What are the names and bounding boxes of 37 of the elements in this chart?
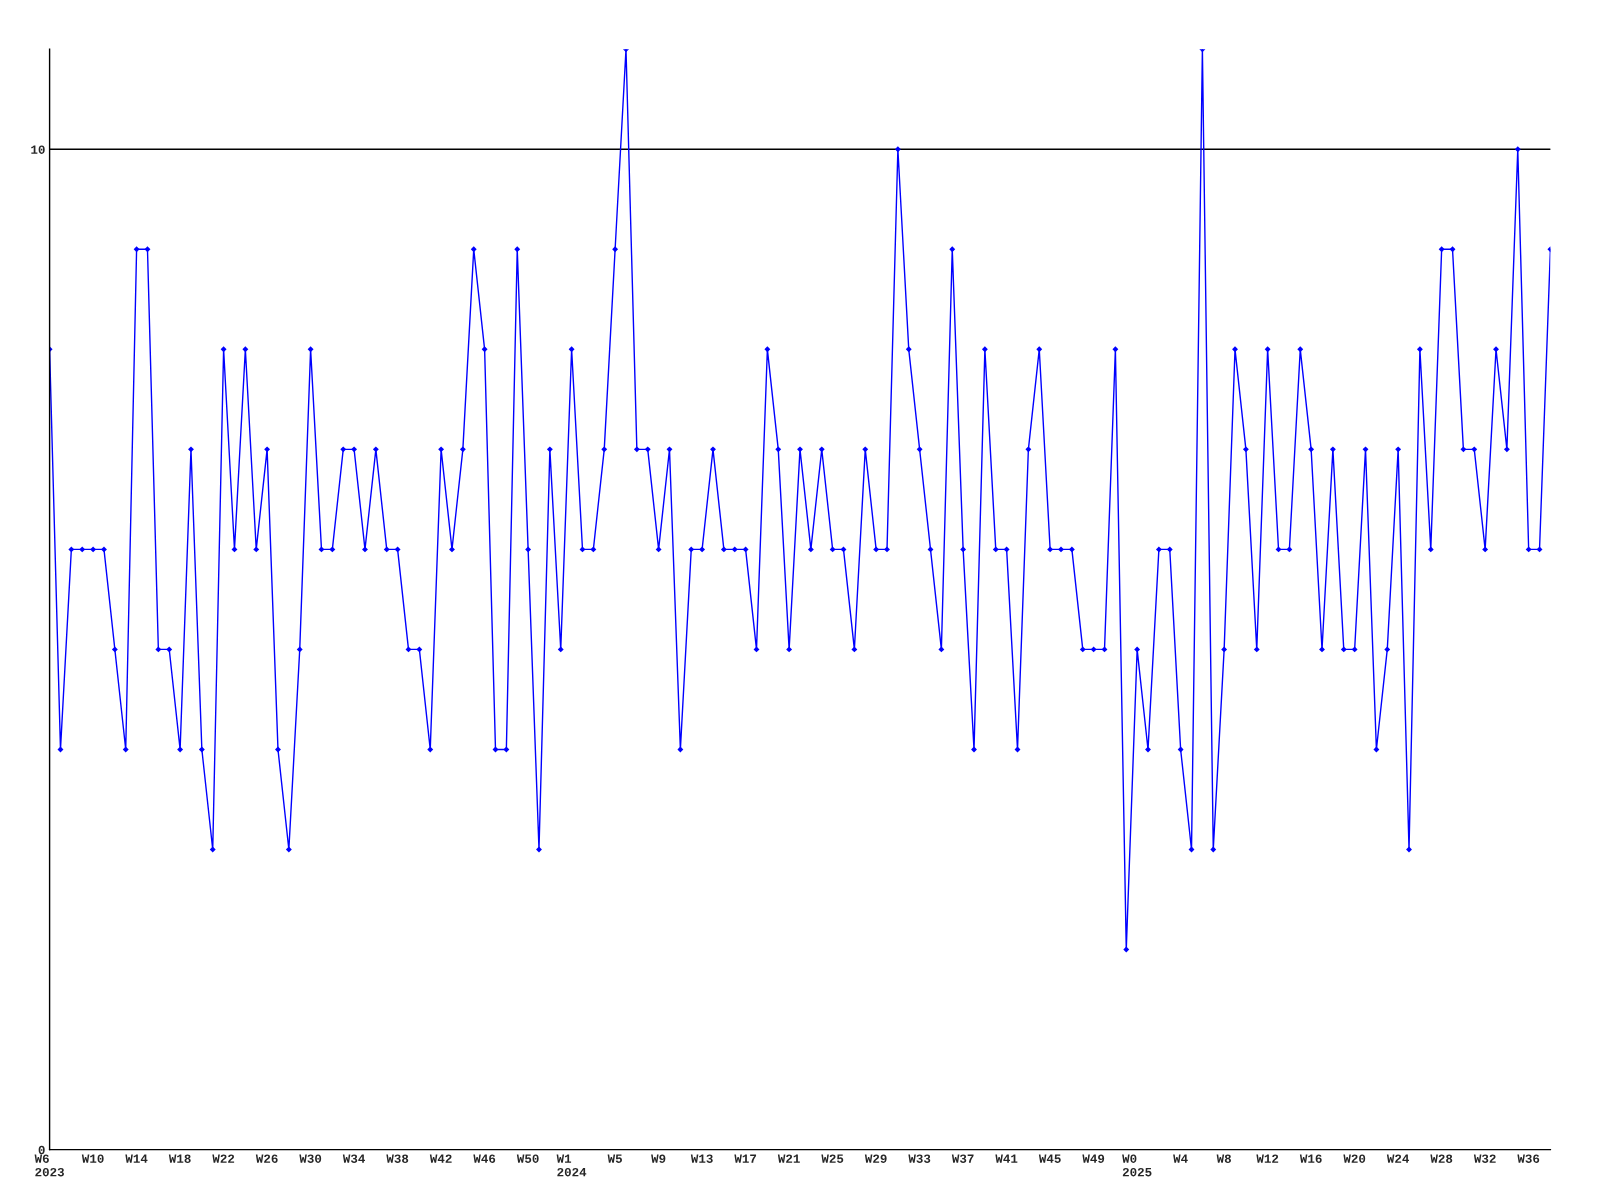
x-tick-label: W22 — [212, 1154, 235, 1163]
x-tick-label: W0 2025 — [1122, 1154, 1152, 1177]
x-tick-label: W38 — [386, 1154, 409, 1163]
x-tick-label: W5 — [607, 1154, 622, 1163]
x-tick-label: W25 — [821, 1154, 844, 1163]
x-tick-label: W42 — [429, 1154, 452, 1163]
x-tick-label: W14 — [125, 1154, 148, 1163]
x-tick-label: W10 — [81, 1154, 104, 1163]
x-tick-label: W41 — [995, 1154, 1018, 1163]
x-tick-label: W21 — [777, 1154, 800, 1163]
x-tick-label: W12 — [1256, 1154, 1279, 1163]
x-tick-label: W33 — [908, 1154, 931, 1163]
x-tick-label: W8 — [1216, 1154, 1231, 1163]
x-tick-label: W17 — [734, 1154, 757, 1163]
x-tick-label: W13 — [690, 1154, 713, 1163]
x-tick-label: W9 — [651, 1154, 666, 1163]
y-tick-label: 10 — [31, 145, 45, 154]
x-tick-label: W36 — [1517, 1154, 1540, 1163]
x-tick-label: W32 — [1473, 1154, 1496, 1163]
x-tick-label: W18 — [168, 1154, 191, 1163]
x-tick-label: W16 — [1299, 1154, 1322, 1163]
x-tick-label: W34 — [342, 1154, 365, 1163]
x-tick-label: W6 2023 — [34, 1154, 64, 1177]
x-tick-label: W24 — [1386, 1154, 1410, 1163]
x-tick-label: W1 2024 — [556, 1154, 587, 1177]
x-tick-label: W45 — [1038, 1154, 1061, 1163]
x-tick-label: W29 — [864, 1154, 887, 1163]
x-tick-label: W50 — [516, 1154, 539, 1163]
y-tick-label: 0 — [38, 1145, 45, 1155]
x-tick-label: W26 — [255, 1154, 278, 1163]
x-tick-label: W46 — [473, 1154, 496, 1163]
x-tick-label: W4 — [1173, 1154, 1188, 1163]
x-tick-label: W37 — [951, 1154, 974, 1163]
x-tick-label: W20 — [1343, 1154, 1366, 1163]
x-tick-label: W49 — [1082, 1154, 1105, 1163]
x-tick-label: W30 — [299, 1154, 322, 1163]
x-tick-label: W28 — [1430, 1154, 1453, 1163]
